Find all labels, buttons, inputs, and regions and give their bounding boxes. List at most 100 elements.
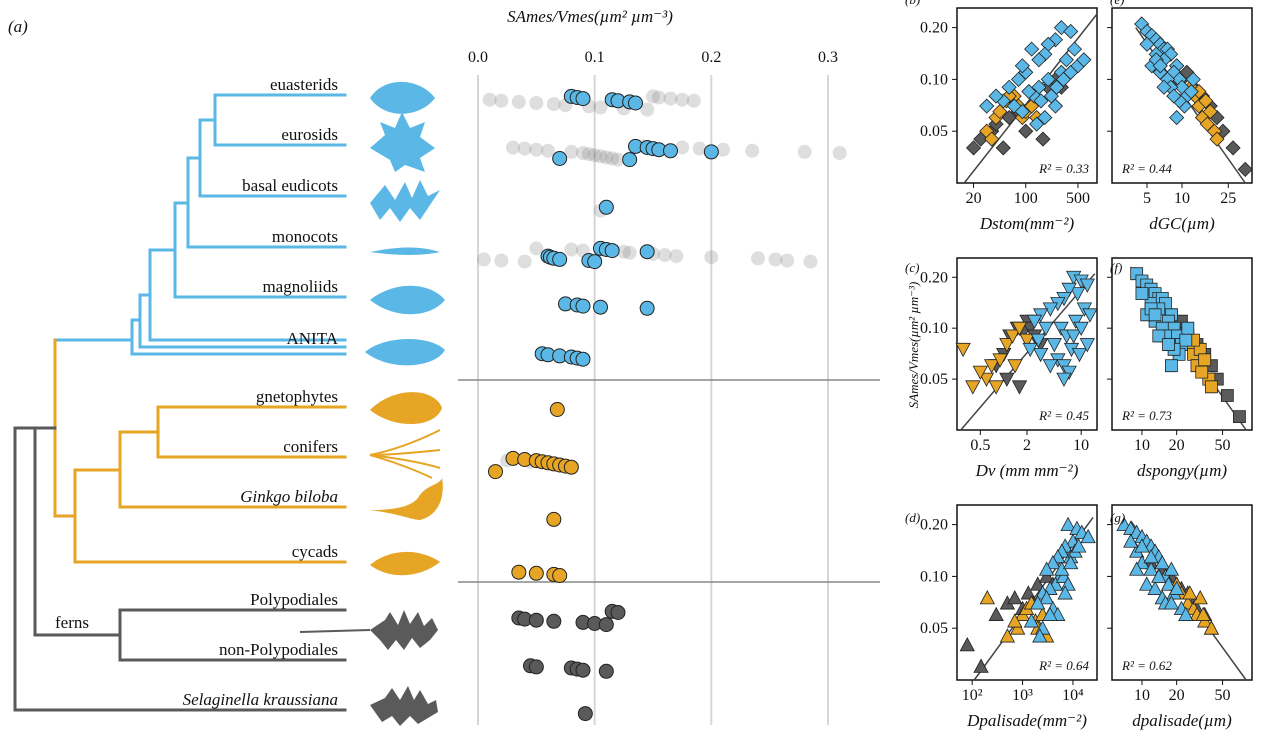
scatter-point xyxy=(1068,314,1084,330)
scatter-point xyxy=(1038,561,1055,576)
scatter-point xyxy=(1163,561,1180,576)
background-point xyxy=(675,140,690,155)
scatter-point xyxy=(1019,333,1035,348)
x-axis-label: Dstom(mm⁻²) xyxy=(979,214,1075,233)
scatter-point xyxy=(1073,321,1089,337)
scatter-point xyxy=(1053,20,1069,36)
scatter-point xyxy=(1152,58,1168,74)
r-squared-label: R² = 0.45 xyxy=(1038,408,1089,423)
scatter-point xyxy=(1066,41,1083,57)
data-point xyxy=(552,251,568,267)
cycad-leaf-icon xyxy=(370,551,440,576)
scatter-point xyxy=(1020,585,1036,600)
scatter-point xyxy=(1038,321,1054,337)
phylogeny-tree xyxy=(13,93,347,712)
y-tick-label: 0.10 xyxy=(920,71,948,88)
scatter-point xyxy=(1233,410,1246,424)
data-point xyxy=(593,299,608,315)
taxon-label: Polypodiales xyxy=(250,590,338,609)
scatter-point xyxy=(1062,554,1079,570)
scatter-point xyxy=(965,140,982,156)
r-squared-label: R² = 0.62 xyxy=(1121,658,1172,673)
taxon-label: euasterids xyxy=(270,75,338,94)
maple-leaf-icon xyxy=(370,112,435,172)
scatter-point xyxy=(1010,620,1026,635)
scatter-point xyxy=(1178,606,1194,621)
scatter-point xyxy=(1198,93,1214,109)
scatter-point xyxy=(1030,576,1046,591)
scatter-point xyxy=(1237,161,1253,177)
scatter-point xyxy=(1151,568,1167,583)
background-point xyxy=(564,144,579,159)
scatter-point xyxy=(1042,359,1058,374)
background-point xyxy=(576,146,590,160)
scatter-point xyxy=(1063,23,1079,40)
data-point xyxy=(575,298,591,314)
y-tick-label: 0.05 xyxy=(920,620,948,637)
taxon-label: basal eudicots xyxy=(242,176,338,195)
scatter-point xyxy=(1225,140,1241,156)
background-point xyxy=(657,248,672,262)
scatter-point xyxy=(1066,329,1082,344)
scatter-point xyxy=(1033,93,1049,109)
scatter-point xyxy=(1148,308,1162,322)
scatter-point xyxy=(995,140,1011,156)
scatter-point xyxy=(1055,71,1072,87)
background-point xyxy=(616,244,631,259)
background-point xyxy=(476,252,491,267)
background-point xyxy=(494,253,509,268)
data-point xyxy=(575,91,591,107)
scatter-point xyxy=(1156,79,1172,95)
data-point xyxy=(575,662,591,678)
data-point xyxy=(563,459,579,475)
background-point xyxy=(640,102,655,117)
scatter-point xyxy=(1069,287,1086,302)
background-point xyxy=(646,89,660,104)
scatter-point xyxy=(1139,36,1155,52)
x-tick-label: 20 xyxy=(966,190,982,207)
data-point xyxy=(639,244,655,260)
scatter-point xyxy=(1032,347,1049,363)
scatter-point xyxy=(1195,606,1211,621)
scatter-point xyxy=(1049,79,1065,95)
y-tick-label: 0.05 xyxy=(920,371,948,388)
background-point xyxy=(581,147,596,162)
data-point xyxy=(639,300,655,316)
scatter-point xyxy=(1079,338,1095,353)
fern-leaf-icon xyxy=(370,180,440,222)
panel-b-scatter: 20 100 500 0.05 0.10 0.20 R² = 0.33 Dstom(mm⁻²)… xyxy=(905,0,1098,233)
scatter-point xyxy=(1007,590,1023,605)
panel-label: (g) xyxy=(1110,510,1125,525)
r-squared-label: R² = 0.44 xyxy=(1121,161,1172,176)
scatter-point xyxy=(1139,576,1155,591)
y-tick-label: 0.10 xyxy=(920,320,948,337)
background-point xyxy=(593,100,608,115)
data-point xyxy=(628,95,643,111)
y-axis-label: SAmes/Vmes(µm² µm⁻³) xyxy=(906,282,921,409)
scatter-point xyxy=(1168,580,1185,595)
data-point xyxy=(598,663,614,679)
background-point xyxy=(651,90,666,105)
leaf-icon xyxy=(370,392,442,425)
scatter-point xyxy=(1046,338,1062,353)
background-point xyxy=(529,241,544,256)
scatter-point xyxy=(1053,321,1069,337)
y-tick-label: 0.05 xyxy=(920,123,948,140)
background-point xyxy=(605,151,620,166)
background-point xyxy=(803,254,818,269)
scatter-point xyxy=(965,380,981,395)
background-point xyxy=(529,142,544,157)
scatter-point xyxy=(1080,528,1096,544)
tick-label: 0.0 xyxy=(468,49,488,66)
scatter-point xyxy=(1209,131,1225,147)
scatter-point xyxy=(988,380,1004,395)
y-tick-label: 0.20 xyxy=(920,517,948,534)
scatter-point xyxy=(1147,580,1163,595)
scatter-point xyxy=(1202,104,1218,120)
scatter-point xyxy=(1045,554,1061,570)
taxon-labels: euasterids eurosids basal eudicots monocots… xyxy=(55,75,339,709)
background-point xyxy=(611,152,625,167)
scatter-point xyxy=(1029,116,1045,132)
x-tick-label: 10 xyxy=(1073,437,1089,454)
scatter-point xyxy=(1154,554,1170,570)
